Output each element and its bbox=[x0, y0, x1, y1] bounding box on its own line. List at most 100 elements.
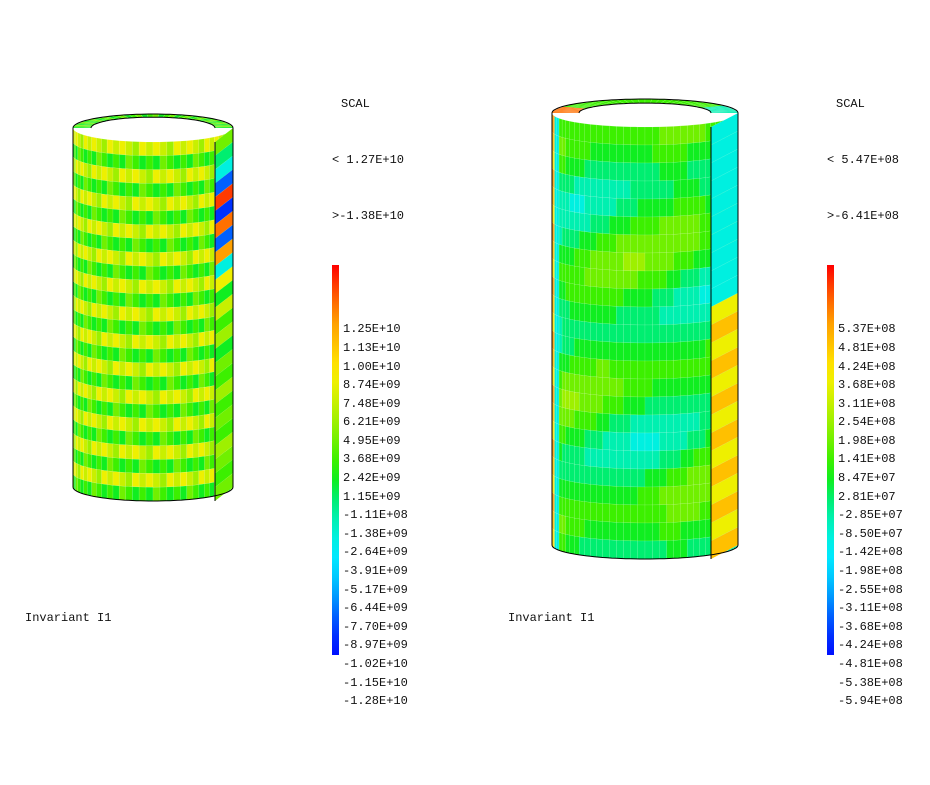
mesh-cell bbox=[603, 161, 610, 179]
mesh-cell bbox=[204, 207, 209, 222]
mesh-cell bbox=[630, 199, 637, 217]
mesh-cell bbox=[80, 438, 83, 453]
mesh-cell bbox=[80, 134, 83, 149]
mesh-cell bbox=[638, 181, 645, 199]
mesh-cell bbox=[623, 127, 630, 145]
mesh-cell bbox=[96, 276, 101, 291]
legend-value: 8.74E+09 bbox=[343, 376, 408, 395]
legend-value: -7.70E+09 bbox=[343, 618, 408, 637]
mesh-cell bbox=[76, 325, 78, 340]
mesh-cell bbox=[153, 432, 160, 446]
mesh-cell bbox=[579, 195, 584, 214]
mesh-cell bbox=[555, 314, 557, 333]
legend-value: 1.13E+10 bbox=[343, 339, 408, 358]
mesh-cell bbox=[80, 313, 83, 328]
mesh-cell bbox=[596, 143, 602, 162]
mesh-cell bbox=[193, 209, 199, 223]
mesh-cell bbox=[570, 211, 575, 230]
mesh-cell bbox=[616, 288, 623, 306]
mesh-cell bbox=[78, 160, 81, 175]
mesh-cell bbox=[174, 238, 181, 252]
mesh-cell bbox=[87, 288, 91, 303]
mesh-cell bbox=[705, 429, 710, 448]
mesh-cell bbox=[562, 281, 566, 300]
mesh-cell bbox=[562, 299, 566, 318]
mesh-cell bbox=[76, 408, 78, 423]
mesh-cell bbox=[153, 390, 160, 404]
mesh-cell bbox=[76, 256, 78, 271]
mesh-cell bbox=[562, 515, 566, 534]
legend-value: 4.81E+08 bbox=[838, 339, 903, 358]
mesh-cell bbox=[96, 317, 101, 332]
mesh-cell bbox=[590, 520, 596, 539]
mesh-cell bbox=[585, 286, 591, 305]
mesh-cell bbox=[160, 459, 167, 473]
mesh-cell bbox=[638, 289, 645, 307]
mesh-cell bbox=[210, 275, 215, 290]
mesh-cell bbox=[139, 156, 146, 170]
mesh-cell bbox=[204, 235, 209, 250]
mesh-cell bbox=[652, 505, 659, 523]
mesh-cell bbox=[616, 450, 623, 468]
mesh-cell bbox=[609, 234, 616, 252]
mesh-cell bbox=[180, 375, 186, 389]
mesh-cell bbox=[74, 227, 76, 242]
mesh-cell bbox=[92, 178, 97, 193]
mesh-cell bbox=[579, 339, 584, 358]
mesh-cell bbox=[87, 219, 91, 234]
mesh-cell bbox=[84, 287, 88, 302]
mesh-cell bbox=[126, 321, 133, 335]
mesh-cell bbox=[102, 429, 108, 444]
mesh-cell bbox=[566, 534, 570, 553]
mesh-cell bbox=[199, 360, 205, 375]
mesh-cell bbox=[160, 169, 167, 183]
mesh-cell bbox=[132, 335, 139, 349]
mesh-cell bbox=[667, 270, 674, 288]
mesh-cell bbox=[153, 487, 160, 501]
mesh-cell bbox=[667, 432, 674, 450]
mesh-cell bbox=[681, 485, 688, 503]
mesh-cell bbox=[92, 234, 97, 249]
mesh-cell bbox=[562, 173, 566, 192]
mesh-cell bbox=[87, 412, 91, 427]
mesh-cell bbox=[574, 374, 579, 393]
mesh-cell bbox=[167, 473, 174, 487]
mesh-cell bbox=[74, 158, 76, 173]
mesh-cell bbox=[667, 396, 674, 414]
mesh-cell bbox=[623, 451, 630, 469]
legend-value: 1.41E+08 bbox=[838, 450, 903, 469]
mesh-cell bbox=[557, 261, 560, 280]
mesh-cell bbox=[204, 152, 209, 167]
mesh-cell bbox=[570, 427, 575, 446]
mesh-cell bbox=[555, 296, 557, 315]
mesh-cell bbox=[167, 307, 174, 321]
mesh-cell bbox=[146, 432, 153, 446]
mesh-cell bbox=[574, 230, 579, 249]
mesh-cell bbox=[603, 431, 610, 449]
mesh-cell bbox=[187, 402, 193, 416]
mesh-cell bbox=[609, 450, 616, 468]
mesh-cell bbox=[126, 155, 133, 169]
mesh-cell bbox=[574, 518, 579, 537]
mesh-cell bbox=[667, 162, 674, 180]
mesh-cell bbox=[559, 352, 562, 371]
mesh-cell bbox=[603, 233, 610, 251]
mesh-cell bbox=[667, 288, 674, 306]
mesh-cell bbox=[113, 306, 119, 320]
legend-title: SCAL bbox=[827, 95, 903, 114]
mesh-cell bbox=[559, 388, 562, 407]
mesh-cell bbox=[590, 358, 596, 377]
mesh-cell bbox=[590, 340, 596, 359]
mesh-cell bbox=[193, 222, 199, 236]
mesh-cell bbox=[84, 232, 88, 247]
mesh-cell bbox=[674, 126, 681, 144]
mesh-cell bbox=[687, 143, 693, 162]
legend-min-label: >-6.41E+08 bbox=[827, 207, 903, 226]
mesh-cell bbox=[153, 142, 160, 156]
mesh-cell bbox=[92, 386, 97, 401]
mesh-cell bbox=[126, 486, 133, 500]
mesh-cell bbox=[153, 404, 160, 418]
mesh-cell bbox=[553, 439, 554, 458]
mesh-cell bbox=[80, 451, 83, 466]
mesh-cell bbox=[652, 145, 659, 163]
